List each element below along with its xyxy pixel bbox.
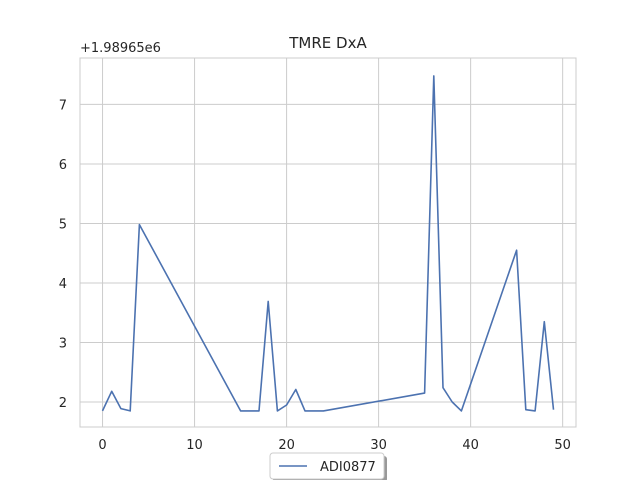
y-axis-offset-label: +1.98965e6 (80, 41, 161, 56)
x-tick-label: 50 (554, 438, 571, 453)
axes-frame (79, 57, 577, 428)
x-tick-label: 30 (370, 438, 387, 453)
y-tick-label: 2 (59, 396, 67, 411)
x-tick-label: 20 (278, 438, 295, 453)
grid-lines (80, 58, 576, 427)
legend-label-adi0877: ADI0877 (320, 460, 376, 475)
y-tick-label: 7 (59, 98, 67, 113)
x-tick-label: 10 (186, 438, 203, 453)
y-tick-label: 5 (59, 217, 67, 232)
x-tick-label: 40 (462, 438, 479, 453)
y-tick-label: 6 (59, 158, 67, 173)
x-tick-labels: 0 10 20 30 40 50 (98, 438, 571, 453)
chart-title: TMRE DxA (288, 34, 367, 52)
legend: ADI0877 (269, 452, 387, 480)
series-layer (101, 75, 555, 412)
legend-box (269, 452, 385, 480)
y-tick-label: 4 (59, 277, 67, 292)
y-tick-label: 3 (59, 336, 67, 351)
x-tick-label: 0 (98, 438, 106, 453)
y-tick-labels: 2 3 4 5 6 7 (59, 98, 67, 411)
series-line-adi0877 (101, 75, 555, 412)
